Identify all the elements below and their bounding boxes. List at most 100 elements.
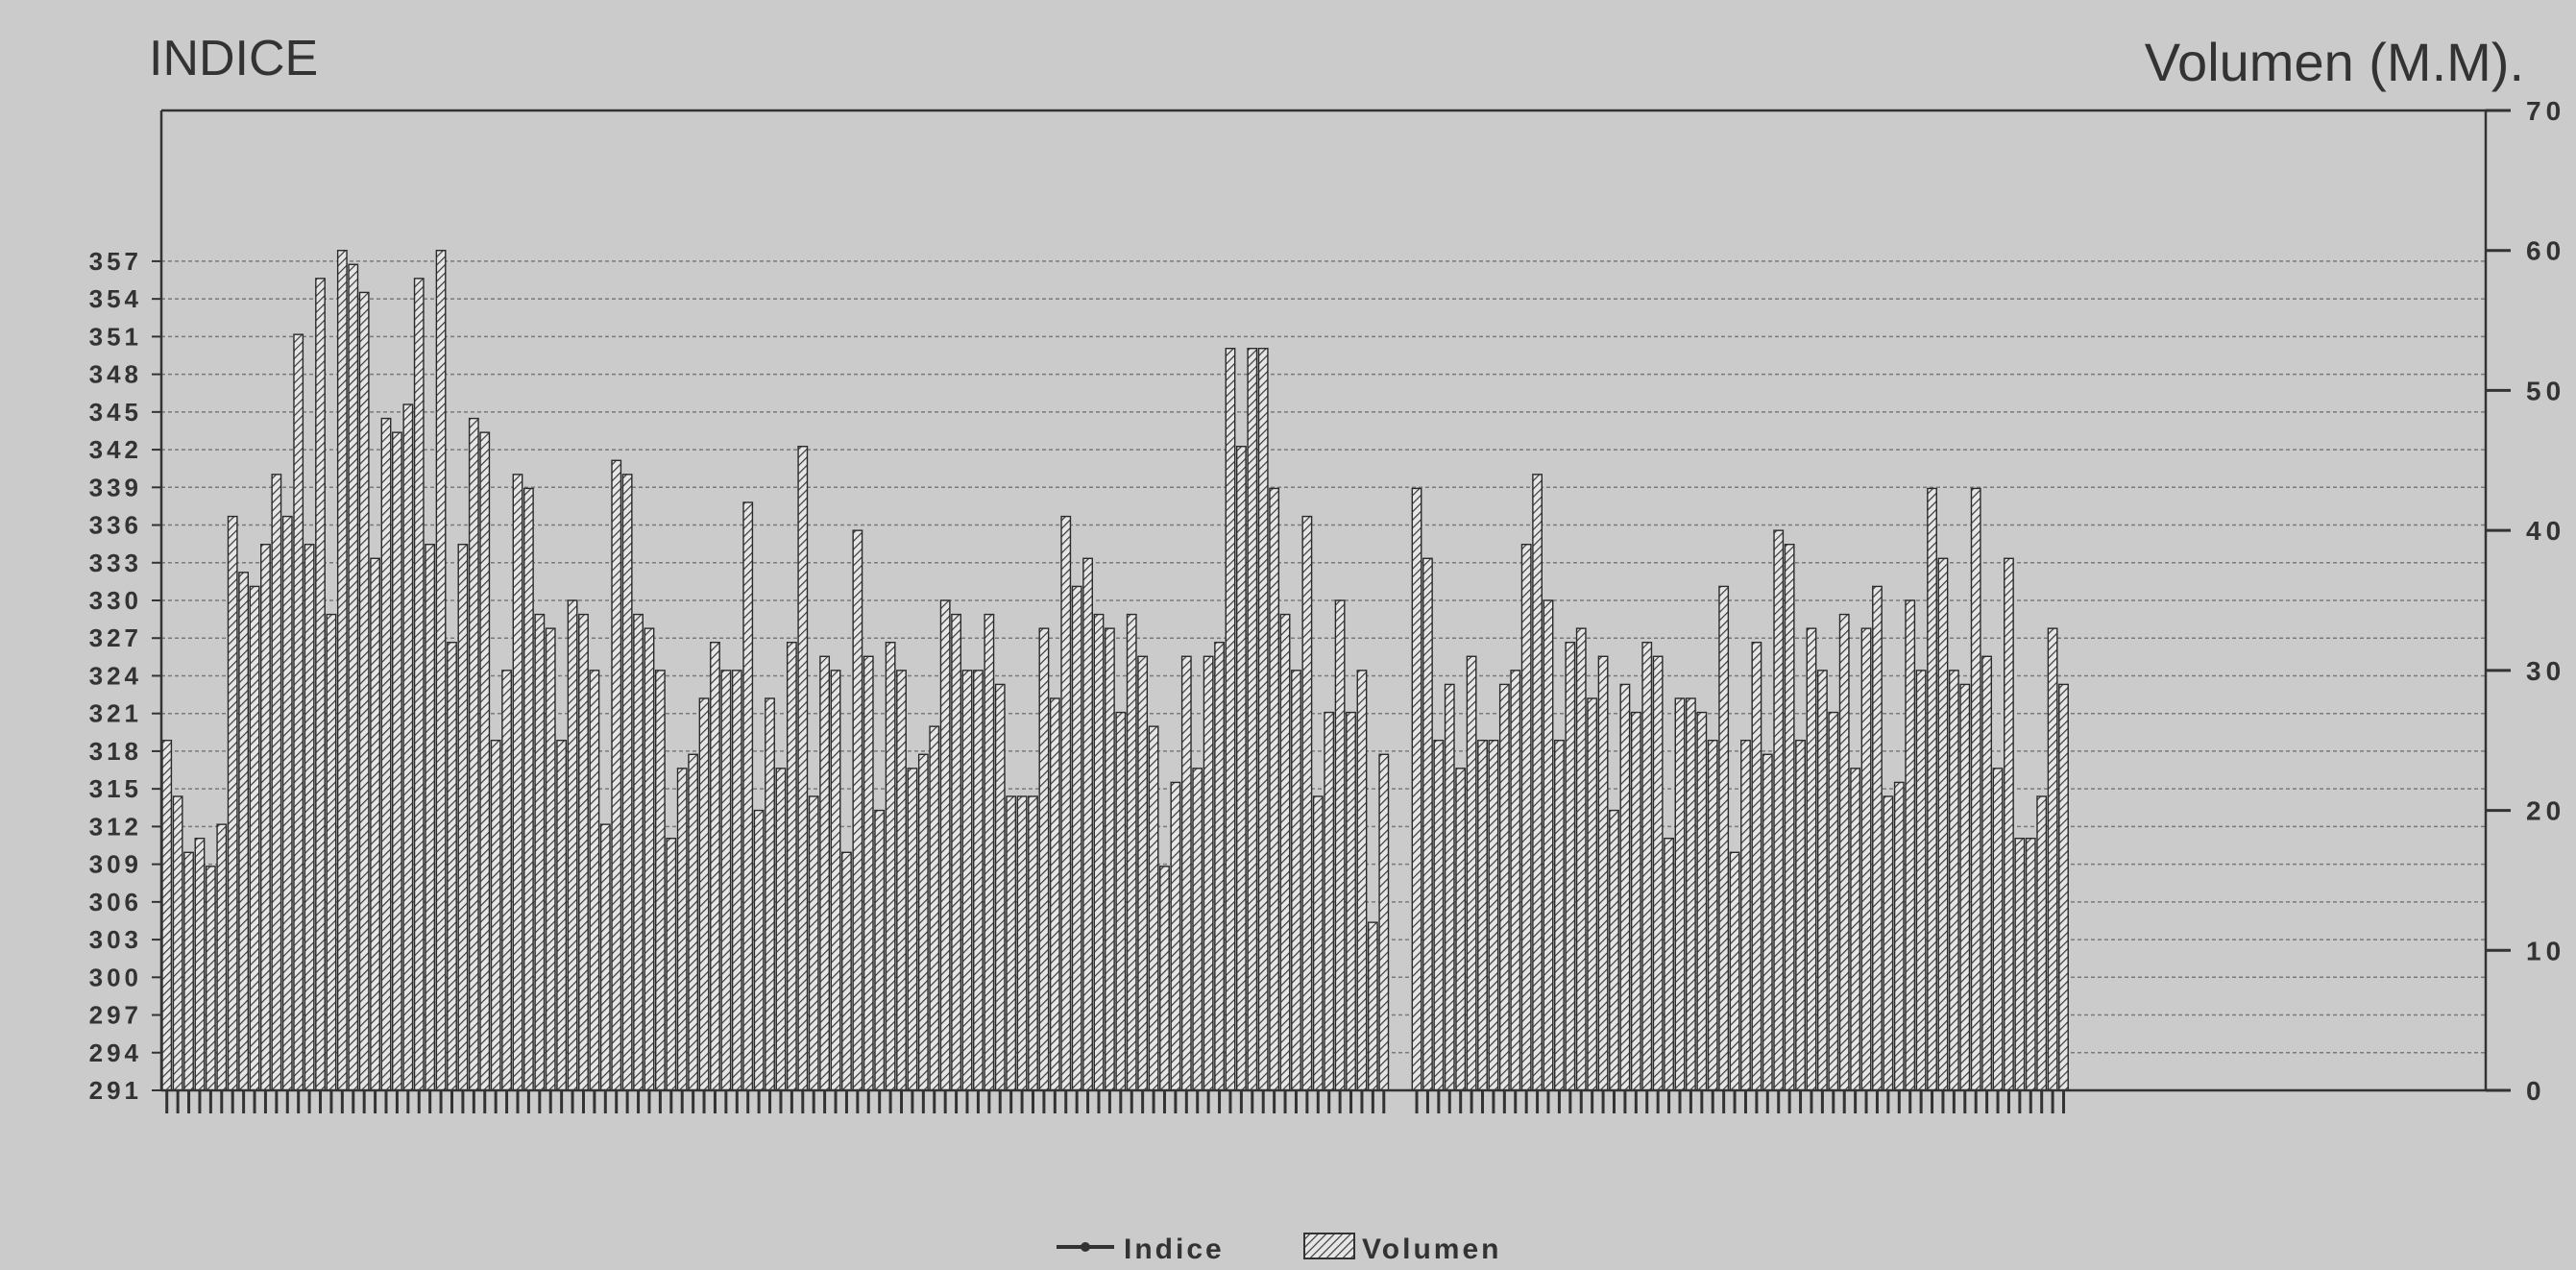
left-tick-label: 330 (89, 586, 142, 615)
volumen-bar (885, 642, 896, 1091)
volumen-bar (1257, 348, 1269, 1091)
left-tick-label: 339 (89, 473, 142, 501)
left-tick-label: 312 (89, 812, 142, 841)
volumen-bar (676, 768, 688, 1091)
right-tick-label: 50 (2526, 376, 2565, 405)
volumen-bar (984, 613, 995, 1091)
volumen-bar (370, 557, 381, 1091)
volumen-bar (1247, 348, 1258, 1091)
left-tick-label: 336 (89, 511, 142, 540)
right-tick-label: 30 (2526, 656, 2565, 686)
volumen-bar (654, 670, 666, 1091)
volumen-bar (1992, 768, 2004, 1091)
volumen-bar (1060, 515, 1072, 1091)
volumen-bar (567, 599, 578, 1091)
volumen-bar (698, 697, 710, 1091)
volumen-bar (1838, 613, 1850, 1091)
volumen-bar (939, 599, 951, 1091)
volumen-bar (348, 263, 359, 1091)
legend: Indice Volumen (1057, 1233, 1501, 1265)
right-tick-label: 0 (2526, 1076, 2546, 1106)
left-tick-label: 318 (89, 737, 142, 766)
volumen-bar (216, 823, 228, 1091)
volumen-bar (1641, 642, 1653, 1091)
right-tick-label: 70 (2526, 96, 2565, 126)
volumen-bar (1444, 683, 1455, 1091)
volumen-bar (172, 795, 183, 1091)
volumen-bar (1609, 809, 1619, 1091)
volumen-bar (1696, 711, 1708, 1091)
volumen-bar (457, 544, 469, 1091)
left-tick-label: 348 (89, 360, 142, 389)
volumen-bar (1575, 627, 1587, 1091)
left-tick-label: 324 (89, 661, 142, 690)
volumen-bar (611, 459, 622, 1091)
volumen-bar (1510, 670, 1521, 1091)
volumen-bar (1082, 557, 1093, 1091)
volumen-bar (1872, 585, 1883, 1091)
volumen-bar (1477, 740, 1488, 1091)
volumen-bar (1498, 683, 1510, 1091)
left-tick-label: 291 (89, 1076, 142, 1105)
volumen-bar (1652, 655, 1664, 1091)
volumen-bar (786, 642, 797, 1091)
volumen-bar (1006, 795, 1017, 1091)
volumen-bar (1630, 711, 1641, 1091)
left-tick-label: 309 (89, 850, 142, 879)
legend-indice-label: Indice (1124, 1233, 1225, 1265)
volumen-bar (578, 613, 589, 1091)
left-tick-label: 315 (89, 774, 142, 803)
volumen-bar (227, 515, 238, 1091)
volumen-bar (2058, 683, 2069, 1091)
volumen-bar (688, 753, 699, 1091)
volumen-bar (710, 642, 720, 1091)
volumen-bar (1520, 544, 1532, 1091)
grid-lines (161, 260, 2486, 1091)
left-tick-label: 345 (89, 398, 142, 427)
volumen-bar (775, 768, 787, 1091)
volumen-bar (1126, 613, 1137, 1091)
volumen-bar (1159, 866, 1170, 1091)
volumen-bar (435, 250, 447, 1091)
volumen-bar (1619, 683, 1631, 1091)
volumen-bar (808, 795, 819, 1091)
volumen-bar (1115, 711, 1127, 1091)
volumen-bar (1028, 795, 1038, 1091)
volumen-bar (1850, 768, 1861, 1091)
volumen-bar (1104, 627, 1115, 1091)
volumen-bar (874, 809, 886, 1091)
legend-volumen-label: Volumen (1362, 1233, 1501, 1265)
volumen-bar (1214, 642, 1225, 1091)
left-tick-label: 321 (89, 699, 142, 728)
volumen-bar (1729, 851, 1740, 1091)
left-axis-title: INDICE (149, 31, 318, 86)
volumen-bar (1905, 599, 1916, 1091)
volumen-bar (392, 431, 402, 1091)
volumen-bar (1685, 697, 1696, 1091)
volumen-bar (479, 431, 491, 1091)
volumen-bar (304, 544, 315, 1091)
volumen-bar (621, 474, 633, 1091)
volumen-bar (1981, 655, 1993, 1091)
volumen-bar (425, 544, 436, 1091)
volumen-bar (2036, 795, 2048, 1091)
volumen-bar (1235, 446, 1247, 1091)
volumen-bar (402, 403, 414, 1091)
right-axis-ticks: 0 10 20 30 40 50 60 70 (2486, 96, 2565, 1106)
volumen-bar (205, 866, 216, 1091)
volumen-bar (797, 446, 809, 1091)
left-tick-label: 357 (89, 247, 142, 276)
volumen-bar (1093, 613, 1105, 1091)
volumen-bar (917, 753, 929, 1091)
volumen-bar (1740, 740, 1751, 1091)
volumen-bar (1378, 753, 1390, 1091)
volumen-bar (194, 838, 206, 1091)
volumen-bar (720, 670, 732, 1091)
volumen-bar (1828, 711, 1839, 1091)
volumen-bar (765, 697, 775, 1091)
volumen-bar (1455, 768, 1467, 1091)
volumen-bar (599, 823, 611, 1091)
volumen-bar (1324, 711, 1335, 1091)
left-tick-label: 303 (89, 925, 142, 954)
